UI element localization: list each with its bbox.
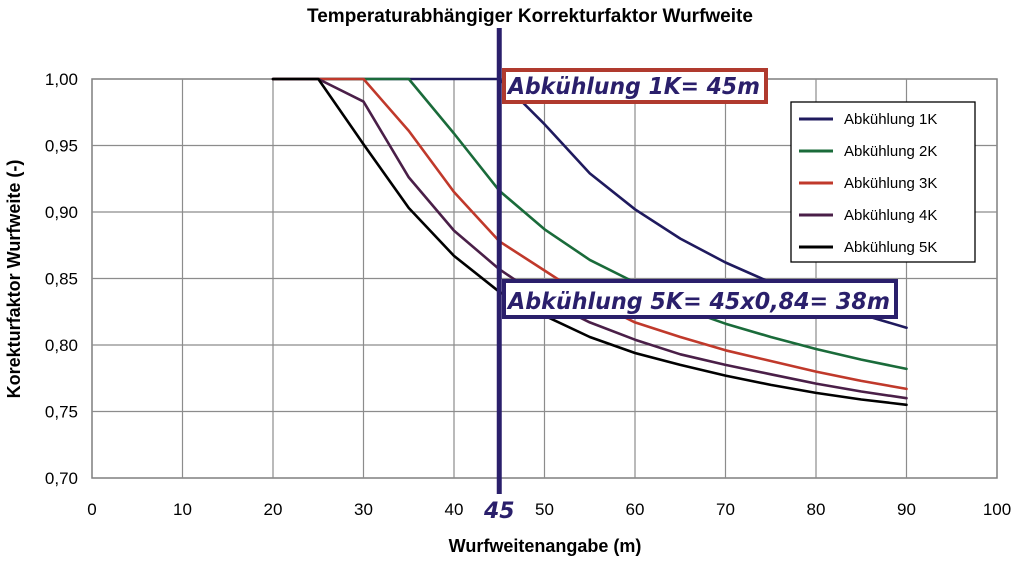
x-tick-label: 60: [626, 500, 645, 519]
series-line-5: [271, 77, 908, 407]
annotation-1: Abkühlung 1K= 45m: [502, 68, 768, 104]
annotation-text: Abkühlung 1K= 45m: [506, 74, 760, 100]
x-tick-label: 20: [264, 500, 283, 519]
legend-label: Abkühlung 4K: [844, 207, 937, 224]
legend-label: Abkühlung 5K: [844, 239, 937, 256]
x-axis-label: Wurfweitenangabe (m): [449, 536, 642, 556]
chart-title: Temperaturabhängiger Korrekturfaktor Wur…: [307, 6, 753, 27]
legend: Abkühlung 1K Abkühlung 2K Abkühlung 3K Abkü…: [790, 101, 976, 263]
legend-label: Abkühlung 1K: [844, 111, 937, 128]
annotation-text: Abkühlung 5K= 45x0,84= 38m: [506, 289, 890, 315]
series-line-2: [271, 77, 908, 371]
y-tick-label: 1,00: [45, 70, 78, 89]
legend-item-5: Abkühlung 5K: [799, 239, 937, 256]
y-tick-label: 0,90: [45, 203, 78, 222]
legend-label: Abkühlung 3K: [844, 175, 937, 192]
y-tick-label: 0,95: [45, 137, 78, 156]
legend-item-4: Abkühlung 4K: [799, 207, 937, 224]
y-tick-label: 0,75: [45, 403, 78, 422]
legend-item-2: Abkühlung 2K: [799, 143, 937, 160]
x-tick-label: 30: [354, 500, 373, 519]
y-tick-label: 0,85: [45, 270, 78, 289]
y-tick-label: 0,80: [45, 336, 78, 355]
legend-label: Abkühlung 2K: [844, 143, 937, 160]
x-tick-label: 100: [983, 500, 1011, 519]
y-axis-label: Korekturfaktor Wurfweite (-): [4, 160, 24, 399]
y-tick-label: 0,70: [45, 469, 78, 488]
annotation-2: Abkühlung 5K= 45x0,84= 38m: [502, 279, 898, 319]
annotation-box: [502, 68, 768, 104]
axes: 0 10 20 30 40 50 60 70 80 90 100 1,00 0,95 0,90 0,85 0,…: [45, 70, 1011, 519]
annotation-box: [502, 279, 898, 319]
marker-label: 45: [483, 499, 515, 524]
x-tick-label: 50: [535, 500, 554, 519]
marker-label-bg: [482, 494, 517, 524]
x-tick-label: 90: [897, 500, 916, 519]
legend-item-1: Abkühlung 1K: [799, 111, 937, 128]
x-tick-label: 40: [445, 500, 464, 519]
legend-item-3: Abkühlung 3K: [799, 175, 937, 192]
x-tick-label: 70: [716, 500, 735, 519]
annotations: Abkühlung 1K= 45m Abkühlung 5K= 45x0,84= …: [502, 68, 898, 319]
x-tick-label: 80: [807, 500, 826, 519]
series-line-4: [271, 77, 908, 400]
x-tick-label: 10: [173, 500, 192, 519]
x-tick-label: 0: [87, 500, 96, 519]
marker-layer: 45: [482, 28, 517, 524]
